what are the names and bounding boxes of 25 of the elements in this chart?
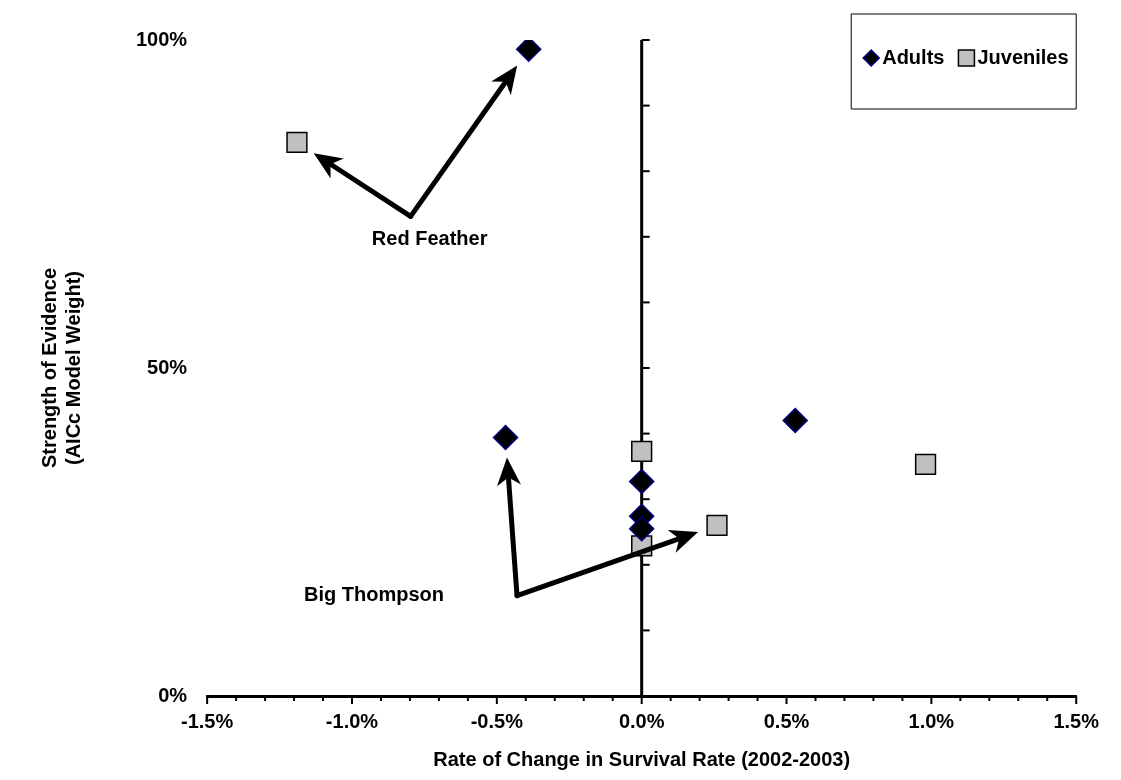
point xyxy=(706,514,728,537)
point xyxy=(631,440,653,462)
y-axis-title: Strength of Evidence (AICc Model Weight) xyxy=(37,267,84,469)
x-tick-label: 0.0% xyxy=(618,709,665,732)
x-tick-label: 0.5% xyxy=(763,709,810,732)
x-tick-label: 1.5% xyxy=(1053,709,1100,732)
x-tick-label: -1.5% xyxy=(181,709,234,732)
annotation: Big Thompson xyxy=(304,583,444,606)
point xyxy=(782,407,808,434)
point xyxy=(628,468,655,495)
point xyxy=(492,424,519,451)
annotation: Red Feather xyxy=(371,226,488,249)
legend-label: Juveniles xyxy=(977,45,1069,68)
x-axis-title: Rate of Change in Survival Rate (2002-2003) xyxy=(433,747,851,770)
legend-label: Adults xyxy=(882,45,945,68)
y-tick-label: 100% xyxy=(136,27,188,50)
point xyxy=(286,131,308,153)
x-tick-label: 1.0% xyxy=(908,709,955,732)
point xyxy=(914,453,937,476)
y-tick-label: 50% xyxy=(147,355,188,378)
point xyxy=(515,40,542,62)
x-tick-label: -1.0% xyxy=(325,709,379,732)
x-tick-label: -0.5% xyxy=(470,709,524,732)
y-tick-label: 0% xyxy=(158,683,188,706)
point xyxy=(628,515,655,542)
